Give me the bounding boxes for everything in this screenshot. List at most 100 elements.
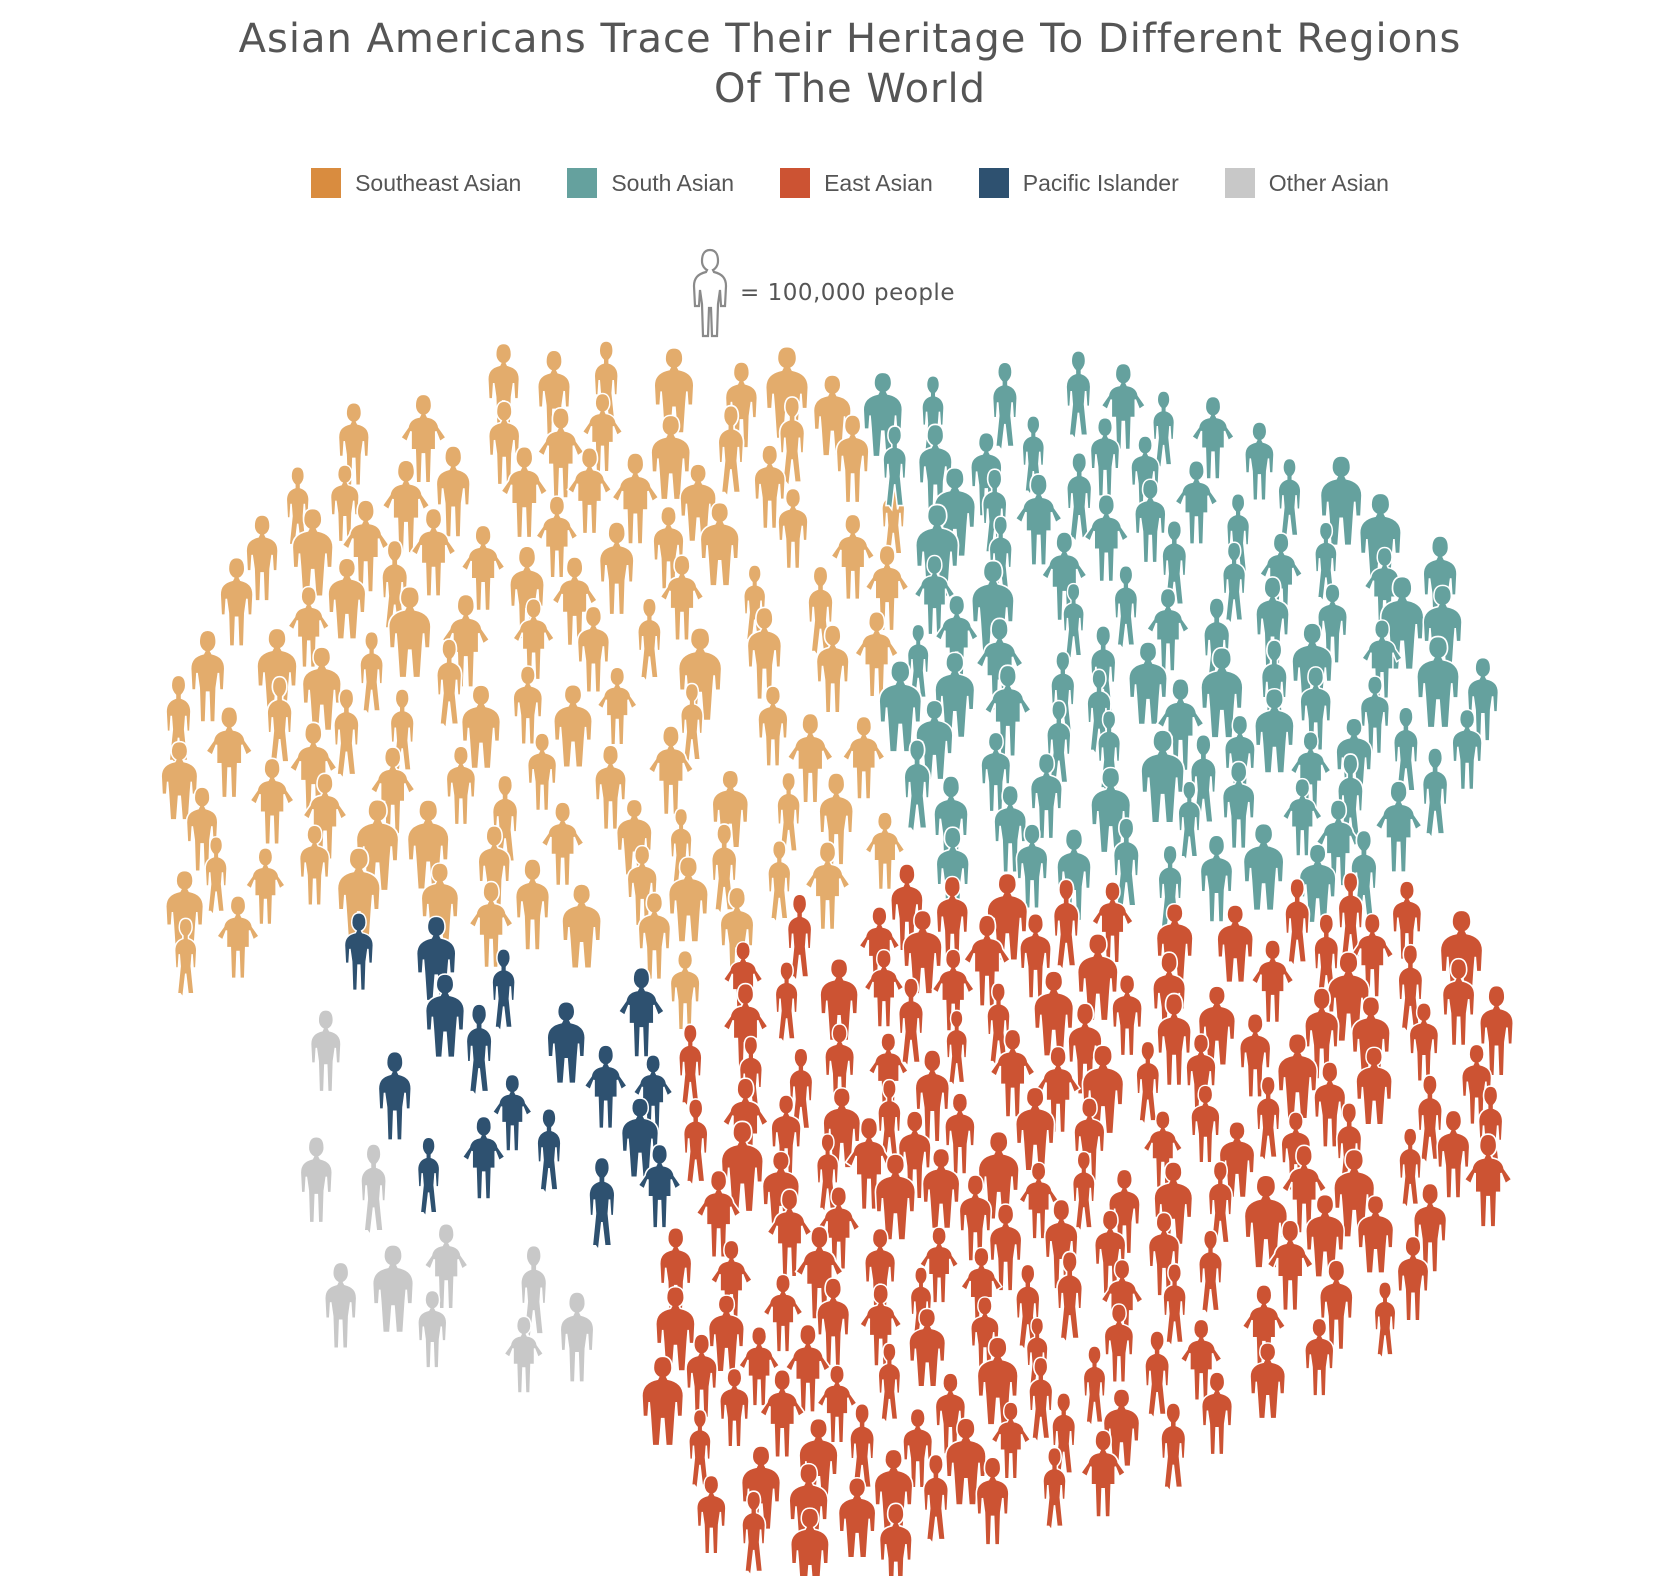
person-icon-east-asian-129 [908, 1307, 947, 1388]
person-icon-southeast-asian-12 [337, 401, 370, 487]
person-icon-east-asian-136 [685, 1333, 718, 1419]
person-icon-southeast-asian-88 [185, 786, 219, 873]
person-icon-other-asian-5 [371, 1244, 415, 1334]
person-icon-east-asian-84 [1280, 1144, 1328, 1234]
person-icon-southeast-asian-21 [610, 452, 660, 545]
person-icon-south-asian-89 [1015, 823, 1049, 910]
person-icon-southeast-asian-57 [359, 630, 385, 717]
person-icon-east-asian-108 [658, 1226, 693, 1315]
person-icon-pacific-islander-17 [588, 1156, 616, 1253]
person-icon-east-asian-102 [988, 1203, 1023, 1292]
person-icon-east-asian-4 [935, 875, 970, 964]
legend-swatch-pacific-islander [978, 168, 1009, 198]
person-icon-east-asian-132 [1179, 1318, 1223, 1401]
legend-swatch-east-asian [780, 168, 811, 198]
person-icon-southeast-asian-112 [215, 895, 261, 980]
person-icon-southeast-asian-51 [440, 593, 491, 689]
legend-label-pacific-islander: Pacific Islander [1022, 169, 1179, 196]
person-icon-pacific-islander-7 [465, 1003, 493, 1099]
person-icon-east-asian-45 [678, 1023, 703, 1109]
person-icon-southeast-asian-54 [853, 610, 900, 698]
person-icon-southeast-asian-11 [487, 400, 521, 486]
legend-label-east-asian: East Asian [824, 169, 933, 196]
person-icon-east-asian-127 [970, 1296, 1000, 1374]
person-icon-east-asian-65 [1014, 1086, 1056, 1172]
person-icon-pacific-islander-11 [491, 1073, 533, 1152]
person-icon-east-asian-55 [1034, 1045, 1082, 1134]
person-icon-southeast-asian-9 [399, 393, 448, 484]
person-icon-south-asian-72 [1289, 731, 1332, 812]
person-icon-southeast-asian-55 [815, 624, 850, 714]
person-icon-south-asian-57 [1466, 656, 1500, 742]
person-icon-southeast-asian-103 [336, 846, 382, 941]
person-icon-southeast-asian-68 [757, 685, 789, 767]
person-icon-east-asian-86 [1071, 1150, 1096, 1234]
person-icon-southeast-asian-48 [387, 585, 432, 679]
person-icon-southeast-asian-102 [244, 847, 286, 926]
person-icon-south-asian-85 [1374, 780, 1424, 874]
person-icon-east-asian-74 [1436, 1109, 1471, 1199]
person-icon-southeast-asian-6 [724, 361, 759, 449]
person-icon-south-asian-47 [906, 623, 930, 703]
person-icon-other-asian-2 [299, 1135, 334, 1224]
person-icon-south-asian-59 [1299, 666, 1332, 752]
person-icon-east-asian-99 [1356, 1194, 1395, 1274]
person-icon-southeast-asian-3 [653, 347, 695, 434]
person-icon-south-asian-41 [1317, 583, 1348, 664]
person-icon-east-asian-8 [1052, 878, 1080, 973]
person-icon-east-asian-15 [1349, 912, 1395, 998]
person-icon-south-asian-37 [1113, 564, 1139, 652]
person-icon-other-asian-1 [309, 1009, 342, 1093]
person-icon-east-asian-112 [709, 1239, 754, 1322]
person-icon-east-asian-77 [844, 1116, 894, 1211]
person-icon-pacific-islander-3 [491, 948, 516, 1034]
person-icon-south-asian-63 [1155, 677, 1206, 772]
person-icon-southeast-asian-67 [553, 683, 593, 769]
person-icon-east-asian-152 [849, 1402, 876, 1494]
person-icon-southeast-asian-33 [291, 507, 334, 598]
person-icon-east-asian-32 [897, 977, 925, 1069]
person-icon-south-asian-10 [1244, 421, 1275, 502]
person-icon-east-asian-37 [1303, 987, 1340, 1080]
legend-item-pacific-islander: Pacific Islander [978, 168, 1179, 198]
person-icon-south-asian-17 [1319, 455, 1363, 547]
person-icon-east-asian-68 [770, 1094, 802, 1176]
person-icon-south-asian-80 [1221, 760, 1256, 850]
person-icon-south-asian-67 [1451, 708, 1483, 791]
person-icon-east-asian-120 [762, 1273, 804, 1353]
person-icon-south-asian-29 [1161, 519, 1188, 611]
person-icon-southeast-asian-37 [460, 524, 506, 612]
person-icon-east-asian-16 [1019, 912, 1052, 999]
person-icon-southeast-asian-69 [460, 684, 502, 770]
person-icon-southeast-asian-32 [409, 507, 458, 597]
person-icon-southeast-asian-49 [511, 598, 556, 681]
person-icon-east-asian-134 [784, 1323, 832, 1413]
person-icon-east-asian-162 [975, 1456, 1010, 1546]
person-icon-southeast-asian-35 [245, 514, 279, 602]
person-icon-east-asian-52 [1460, 1043, 1493, 1126]
person-icon-east-asian-41 [1067, 1002, 1103, 1096]
person-icon-east-asian-123 [858, 1283, 903, 1367]
person-icon-southeast-asian-43 [550, 556, 599, 647]
person-icon-east-asian-98 [765, 1188, 814, 1278]
person-icon-east-asian-109 [794, 1225, 845, 1321]
person-icon-south-asian-9 [1089, 417, 1121, 497]
person-icon-southeast-asian-27 [777, 487, 809, 570]
legend-item-east-asian: East Asian [780, 168, 933, 198]
person-icon-east-asian-141 [1028, 1356, 1054, 1445]
unit-label: = 100,000 people [740, 280, 955, 306]
chart-title-text: Asian Americans Trace Their Heritage To … [238, 16, 1462, 112]
person-icon-southeast-asian-53 [746, 606, 783, 701]
person-icon-south-asian-82 [1281, 777, 1324, 857]
person-icon-pacific-islander-8 [583, 1044, 629, 1130]
person-icon-other-asian-6 [519, 1244, 548, 1341]
person-icon-southeast-asian-24 [381, 459, 431, 554]
person-icon-southeast-asian-59 [189, 629, 226, 724]
person-icon-east-asian-154 [688, 1408, 712, 1491]
unit-key: = 100,000 people [690, 248, 955, 338]
person-icon-southeast-asian-90 [540, 801, 586, 887]
person-icon-southeast-asian-95 [298, 824, 331, 906]
person-icon-south-asian-51 [1415, 635, 1461, 729]
person-icon-east-asian-124 [1241, 1284, 1287, 1370]
person-icon-south-asian-39 [1062, 582, 1085, 662]
